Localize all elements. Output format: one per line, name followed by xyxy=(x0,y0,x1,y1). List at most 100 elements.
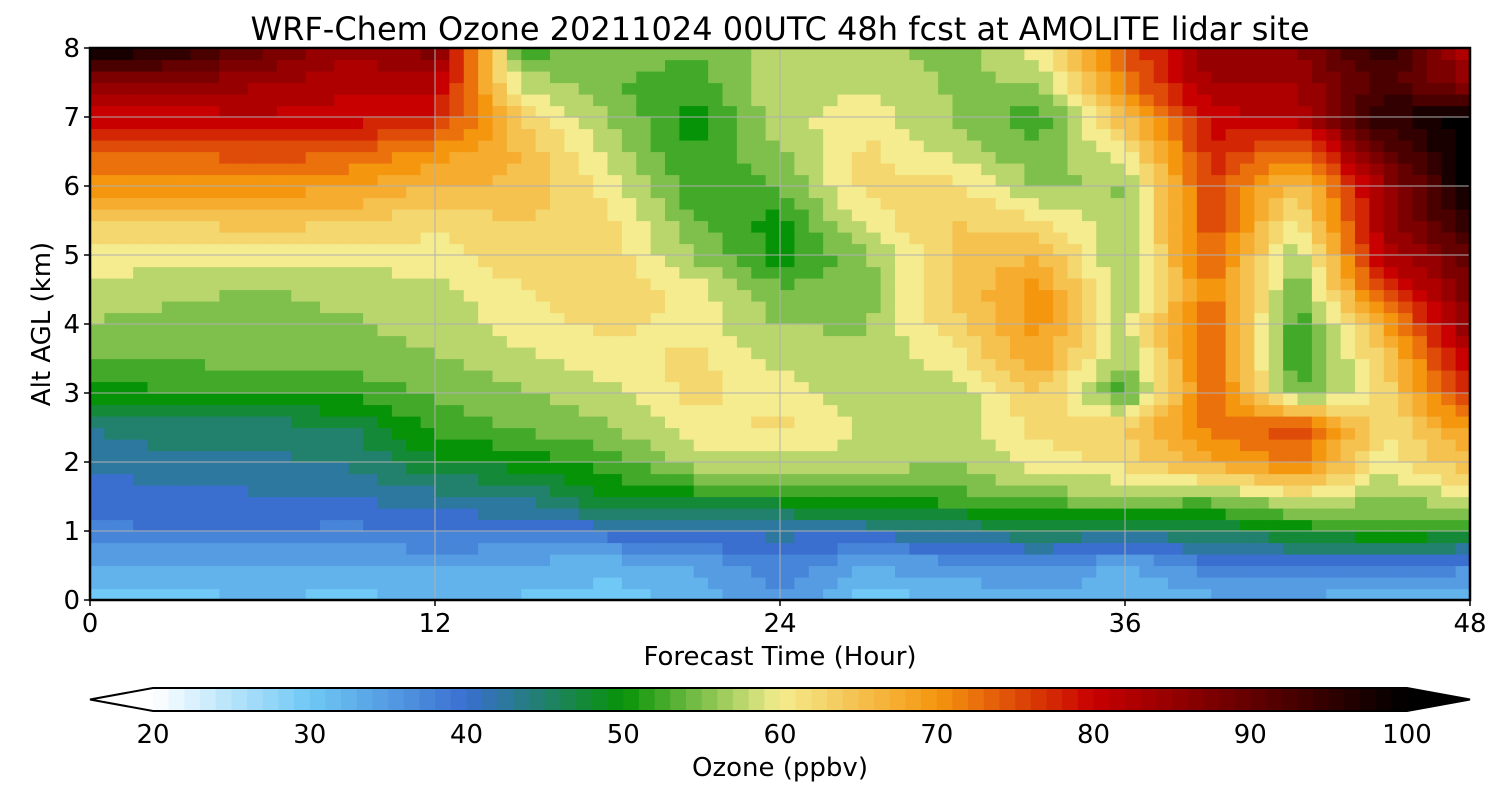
heatmap-cell xyxy=(1326,554,1342,567)
heatmap-cell xyxy=(363,324,379,337)
heatmap-cell xyxy=(751,404,767,417)
heatmap-cell xyxy=(1355,496,1370,509)
heatmap-cell xyxy=(320,186,335,199)
heatmap-cell xyxy=(722,266,738,279)
heatmap-cell xyxy=(1426,151,1442,164)
heatmap-cell xyxy=(1168,427,1184,440)
heatmap-cell xyxy=(1139,140,1155,153)
heatmap-cell xyxy=(190,462,206,475)
heatmap-cell xyxy=(1096,370,1112,383)
heatmap-cell xyxy=(334,324,350,337)
heatmap-cell xyxy=(780,94,795,107)
heatmap-cell xyxy=(550,404,565,417)
heatmap-cell xyxy=(1240,163,1255,176)
heatmap-cell xyxy=(808,59,824,72)
heatmap-cell xyxy=(650,404,666,417)
heatmap-cell xyxy=(348,588,364,600)
heatmap-cell xyxy=(1125,174,1140,187)
heatmap-cell xyxy=(1168,197,1184,210)
heatmap-cell xyxy=(1196,243,1212,256)
heatmap-cell xyxy=(492,59,508,72)
heatmap-cell xyxy=(118,347,134,360)
heatmap-cell xyxy=(1398,404,1414,417)
heatmap-cell xyxy=(751,335,767,348)
heatmap-cell xyxy=(780,197,795,210)
heatmap-cell xyxy=(1139,381,1155,394)
heatmap-cell xyxy=(1067,324,1083,337)
heatmap-cell xyxy=(966,588,982,600)
heatmap-cell xyxy=(1053,485,1069,498)
heatmap-cell xyxy=(1211,335,1227,348)
heatmap-cell xyxy=(1398,485,1414,498)
heatmap-cell xyxy=(650,588,666,600)
heatmap-cell xyxy=(1038,508,1054,521)
heatmap-cell xyxy=(1182,565,1198,578)
heatmap-cell xyxy=(751,531,767,544)
heatmap-cell xyxy=(1412,565,1428,578)
heatmap-cell xyxy=(693,105,709,118)
heatmap-cell xyxy=(377,289,393,302)
heatmap-cell xyxy=(320,416,335,429)
heatmap-cell xyxy=(1297,186,1313,199)
heatmap-cell xyxy=(550,105,565,118)
heatmap-cell xyxy=(161,427,177,440)
heatmap-cell xyxy=(780,519,795,532)
heatmap-cell xyxy=(1355,439,1370,452)
heatmap-cell xyxy=(233,335,249,348)
heatmap-cell xyxy=(722,496,738,509)
heatmap-cell xyxy=(176,117,192,130)
heatmap-cell xyxy=(248,324,264,337)
heatmap-cell xyxy=(981,289,997,302)
heatmap-cell xyxy=(1441,370,1457,383)
heatmap-cell xyxy=(823,209,839,222)
heatmap-cell xyxy=(377,312,393,325)
heatmap-cell xyxy=(981,519,997,532)
heatmap-cell xyxy=(435,335,450,348)
heatmap-cell xyxy=(1311,347,1327,360)
heatmap-cell xyxy=(837,565,853,578)
heatmap-cell xyxy=(161,404,177,417)
heatmap-cell xyxy=(1125,485,1140,498)
heatmap-cell xyxy=(765,94,781,107)
heatmap-cell xyxy=(506,163,522,176)
colorbar-segment xyxy=(1030,688,1048,711)
heatmap-cell xyxy=(492,255,508,268)
heatmap-cell xyxy=(952,117,968,130)
heatmap-cell xyxy=(995,381,1011,394)
heatmap-cell xyxy=(679,531,695,544)
heatmap-cell xyxy=(1426,197,1442,210)
heatmap-cell xyxy=(1225,519,1241,532)
heatmap-cell xyxy=(463,427,479,440)
heatmap-cell xyxy=(966,508,982,521)
heatmap-cell xyxy=(1139,588,1155,600)
heatmap-cell xyxy=(1455,71,1470,84)
heatmap-cell xyxy=(693,554,709,567)
heatmap-cell xyxy=(1024,174,1040,187)
heatmap-cell xyxy=(823,151,839,164)
heatmap-cell xyxy=(90,174,105,187)
heatmap-cell xyxy=(435,48,450,61)
colorbar-segment xyxy=(1140,688,1157,711)
heatmap-cell xyxy=(1268,554,1284,567)
heatmap-cell xyxy=(104,439,120,452)
heatmap-cell xyxy=(880,427,896,440)
heatmap-cell xyxy=(1441,588,1457,600)
heatmap-cell xyxy=(636,324,652,337)
heatmap-cell xyxy=(176,439,192,452)
heatmap-cell xyxy=(233,324,249,337)
heatmap-cell xyxy=(607,71,623,84)
heatmap-cell xyxy=(391,531,407,544)
heatmap-cell xyxy=(118,232,134,245)
heatmap-cell xyxy=(478,577,494,590)
heatmap-cell xyxy=(966,186,982,199)
heatmap-cell xyxy=(1326,324,1342,337)
heatmap-cell xyxy=(1455,209,1470,222)
heatmap-cell xyxy=(550,117,565,130)
heatmap-cell xyxy=(1182,312,1198,325)
heatmap-cell xyxy=(851,416,867,429)
heatmap-cell xyxy=(851,289,867,302)
heatmap-cell xyxy=(909,278,925,291)
heatmap-cell xyxy=(176,174,192,187)
heatmap-cell xyxy=(1240,416,1255,429)
heatmap-cell xyxy=(133,485,149,498)
